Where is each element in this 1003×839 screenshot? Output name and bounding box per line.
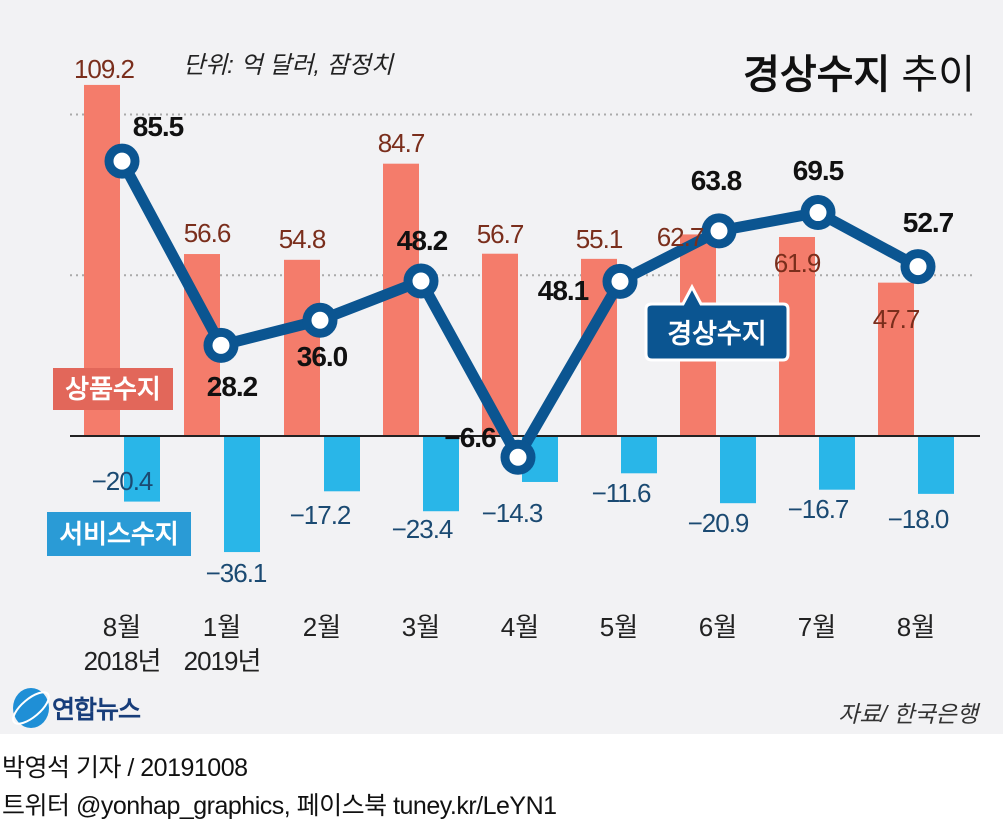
current-account-point [701,213,737,249]
x-tick-month: 4월 [501,612,539,642]
current-account-value-label: 63.8 [691,165,742,196]
x-tick-month: 1월 [203,612,241,642]
current-account-point [602,263,638,299]
goods-legend-label: 상품수지 [65,374,161,404]
goods-value-label: 54.8 [279,224,326,254]
services-value-label: −36.1 [206,558,267,588]
chart-title-regular: 추이 [901,53,975,97]
chart-title-bold: 경상수지 [743,53,901,97]
current-account-value-label: 36.0 [297,341,348,372]
services-value-label: −23.4 [392,514,453,544]
goods-value-label: 84.7 [378,128,425,158]
goods-value-label: 62.7 [657,222,704,252]
services-legend-label: 서비스수지 [59,519,179,549]
services-value-label: −11.6 [592,478,651,508]
services-bar [423,436,459,512]
x-tick-month: 8월 [103,612,141,642]
current-account-point [104,143,140,179]
x-tick-month: 7월 [798,612,836,642]
services-bar [224,436,260,553]
goods-value-label: 55.1 [576,224,623,254]
current-account-point [403,263,439,299]
current-account-value-label: 69.5 [793,155,844,186]
goods-bar [383,163,419,436]
x-tick-month: 2월 [303,612,341,642]
services-bar [621,436,657,474]
goods-value-label: 47.7 [873,304,920,334]
yonhap-logo-text: 연합뉴스 [52,696,141,724]
goods-value-label: 56.6 [184,218,231,248]
services-value-label: −14.3 [482,498,543,528]
credit-reporter: 박영석 기자 / 20191008 [2,754,248,782]
services-value-label: −16.7 [788,494,849,524]
unit-note: 단위: 억 달러, 잠정치 [183,52,395,79]
yonhap-logo-icon [13,688,49,728]
x-tick-month: 8월 [897,612,935,642]
services-bar [124,436,160,502]
current-account-legend-label: 경상수지 [667,319,766,349]
goods-value-label: 61.9 [774,248,821,278]
current-account-point [302,302,338,338]
current-account-point [203,327,239,363]
current-account-point [900,249,936,285]
goods-value-label: 56.7 [477,219,524,249]
current-account-point [800,195,836,231]
current-account-chart: 109.2 56.6 54.8 84.7 56.7 55.1 62.7 61.9 47.7 −20… [12,52,981,728]
services-value-label: −17.2 [290,500,351,530]
chart-title: 경상수지 추이 [743,53,975,97]
x-tick-year: 2018년 [84,646,161,676]
services-bar [324,436,360,492]
services-value-label: −20.4 [92,466,153,496]
current-account-value-label: −6.6 [444,422,496,453]
services-value-label: −18.0 [888,504,949,534]
current-account-value-label: 48.2 [397,225,448,256]
x-tick-month: 3월 [402,612,440,642]
credit-social: 트위터 @yonhap_graphics, 페이스북 tuney.kr/LeYN… [2,792,557,820]
services-value-label: −20.9 [688,508,749,538]
services-bar [720,436,756,504]
current-account-value-label: 52.7 [903,207,954,238]
x-tick-year: 2019년 [184,646,261,676]
yonhap-logo-swoosh [12,691,50,725]
services-legend-badge [47,512,191,556]
current-account-value-label: 28.2 [207,371,258,402]
goods-value-label: 109.2 [74,54,135,84]
services-bar [918,436,954,494]
current-account-point [500,439,536,475]
services-bar [819,436,855,490]
x-tick-month: 6월 [699,612,737,642]
source-note: 자료/ 한국은행 [838,701,981,727]
current-account-value-label: 48.1 [538,275,589,306]
x-tick-month: 5월 [600,612,638,642]
goods-bar [284,259,320,436]
goods-legend-badge [53,368,173,410]
current-account-callout [644,283,790,362]
goods-bar [878,282,914,436]
current-account-value-label: 85.5 [133,111,184,142]
